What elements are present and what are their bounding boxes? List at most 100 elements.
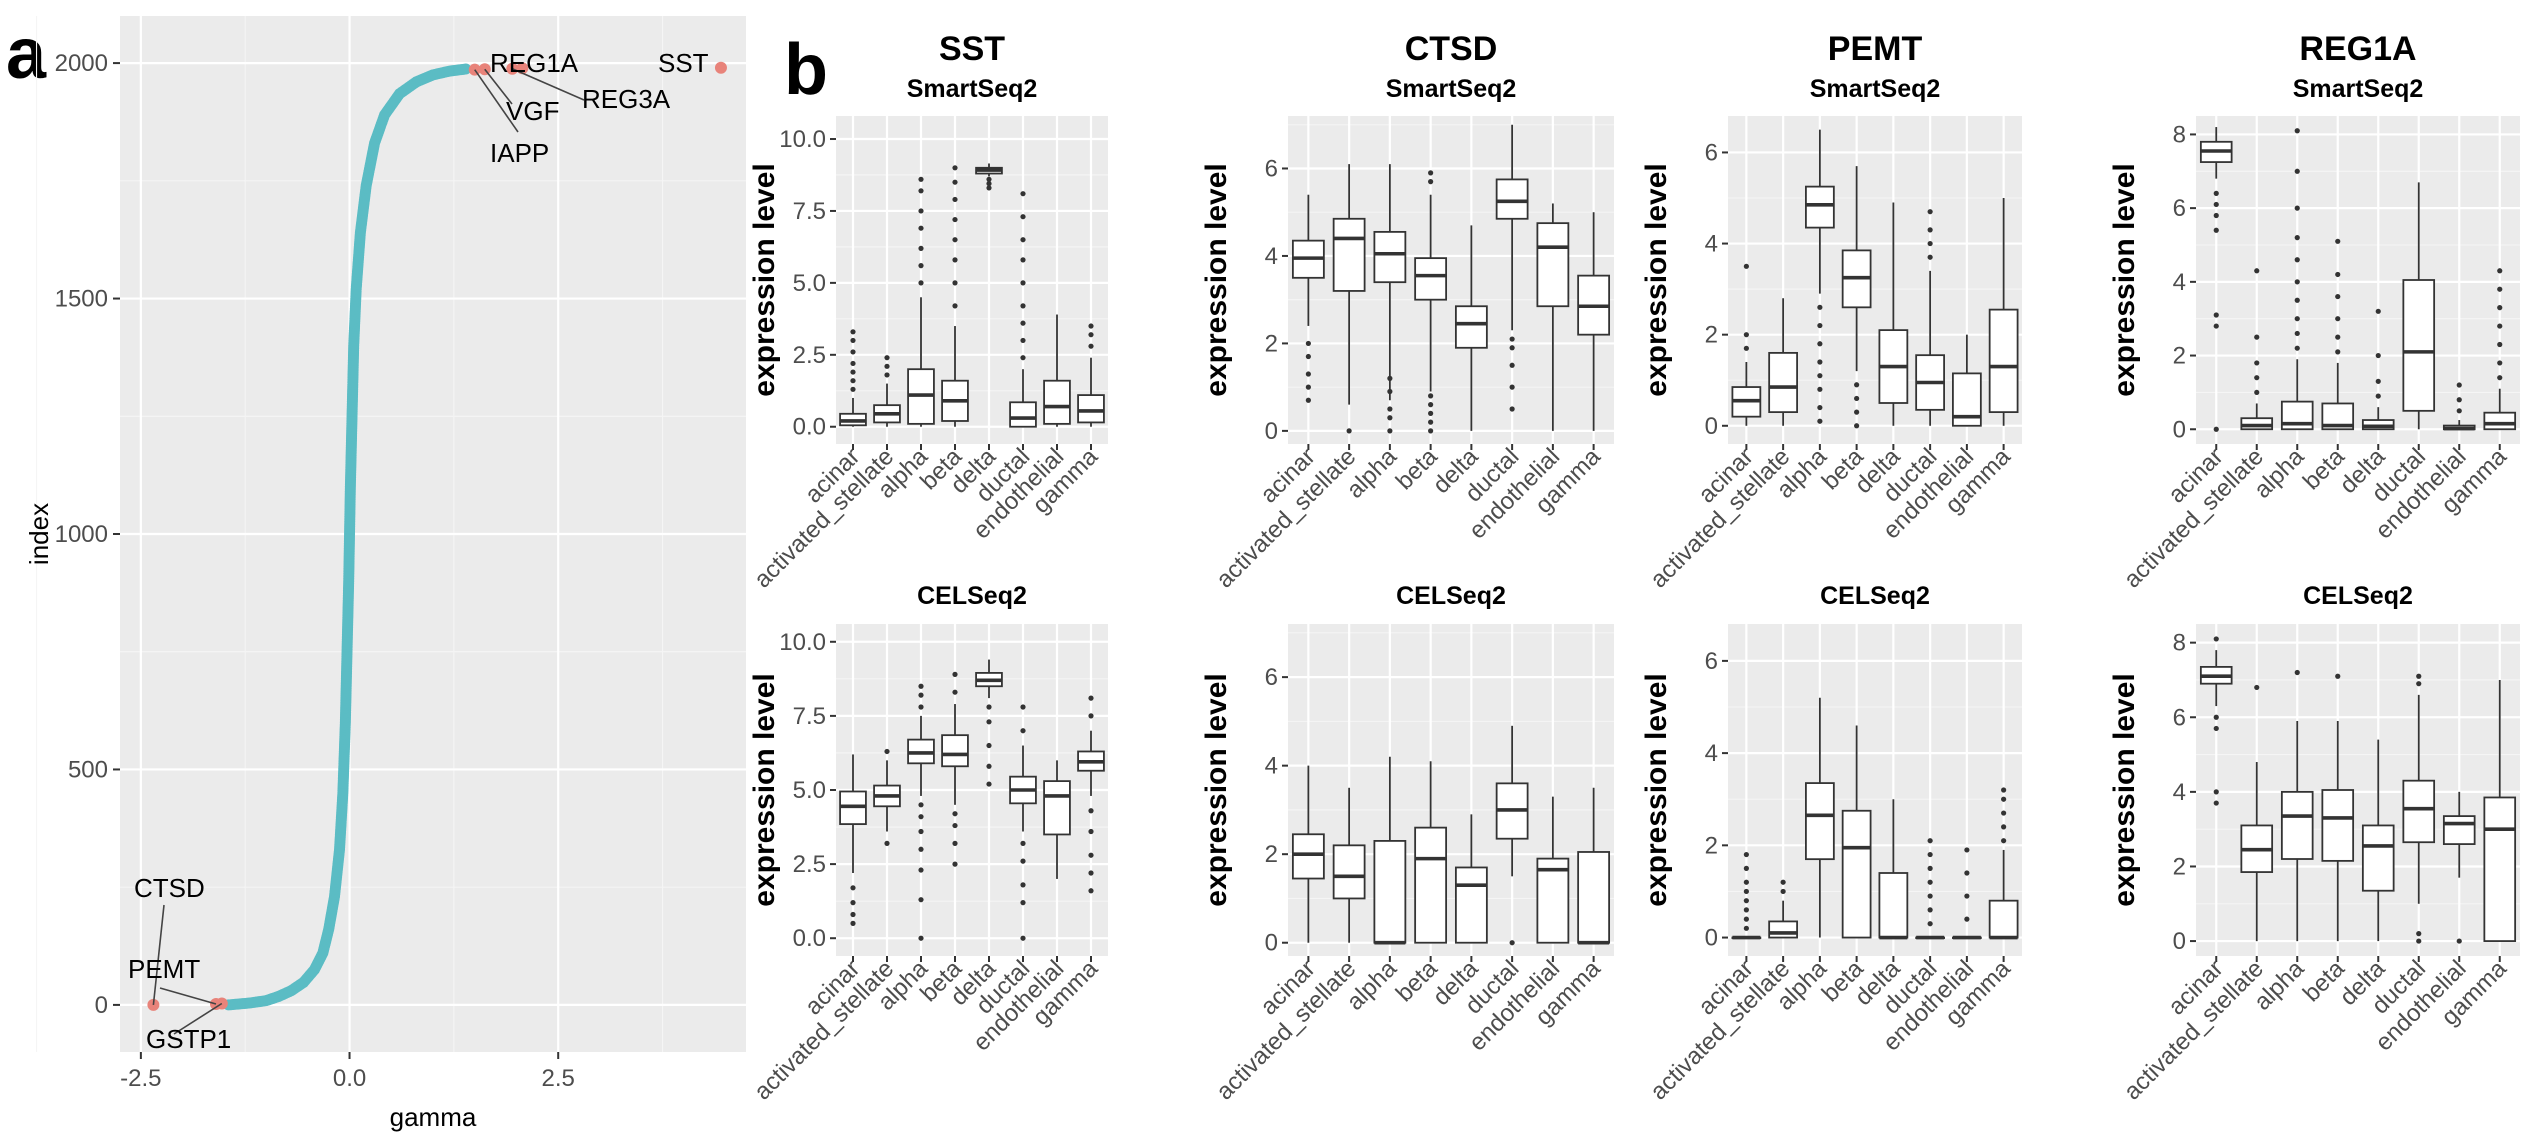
- outlier-point: [1817, 373, 1823, 379]
- y-tick-label: 0.0: [793, 925, 826, 952]
- outlier-point: [2497, 341, 2503, 348]
- box-gamma: [1577, 787, 1611, 945]
- outlier-point: [2001, 810, 2007, 816]
- outlier-point: [1020, 303, 1026, 309]
- outlier-point: [1088, 343, 1094, 349]
- outlier-point: [1088, 828, 1094, 835]
- y-tick-label: 7.5: [793, 703, 826, 730]
- box-iqr: [1536, 222, 1570, 308]
- outlier-point: [2416, 938, 2422, 944]
- outlier-point: [1020, 355, 1026, 361]
- outlier-point: [2294, 279, 2300, 285]
- box-ductal: [1915, 209, 1945, 426]
- annotation-ctsd-label: CTSD: [134, 873, 205, 903]
- box-iqr: [1414, 826, 1448, 944]
- annotation-gstp1-leader: [173, 1002, 223, 1035]
- outlier-point: [918, 704, 924, 710]
- box-endothelial: [1536, 203, 1570, 431]
- box-acinar: [1291, 194, 1325, 403]
- annotation-reg1a-label: REG1A: [490, 48, 579, 78]
- box-ductal: [1009, 191, 1037, 428]
- outlier-point: [918, 897, 924, 903]
- box-alpha: [907, 683, 935, 941]
- outlier-point: [952, 303, 958, 309]
- box-iqr: [1077, 394, 1105, 424]
- box-iqr: [1454, 305, 1488, 349]
- box-gamma: [1988, 787, 2019, 940]
- outlier-point: [2213, 312, 2219, 318]
- outlier-point: [1088, 323, 1094, 329]
- outlier-point: [850, 329, 856, 335]
- box-beta: [941, 671, 969, 867]
- annotation-reg3a-label: REG3A: [582, 84, 671, 114]
- y-tick-label: 1000: [55, 521, 108, 548]
- outlier-point: [1020, 237, 1026, 243]
- outlier-point: [884, 363, 890, 369]
- annotation-vgf-label: VGF: [506, 96, 559, 126]
- outlier-point: [952, 237, 958, 243]
- outlier-point: [2335, 334, 2341, 340]
- outlier-point: [1428, 170, 1434, 176]
- box-delta: [2361, 739, 2395, 942]
- outlier-point: [2335, 271, 2341, 278]
- outlier-point: [2335, 673, 2341, 679]
- plot-area: [1728, 624, 2022, 956]
- box-activated_stellate: [2240, 268, 2274, 431]
- outlier-point: [2456, 938, 2462, 944]
- box-iqr: [1332, 844, 1366, 900]
- y-tick-label: 2000: [55, 50, 108, 77]
- box-ductal: [1915, 838, 1945, 940]
- y-axis-title: expression level: [2108, 673, 2141, 906]
- box-acinar: [2199, 127, 2233, 432]
- y-tick-label: 6: [1265, 664, 1278, 691]
- outlier-point: [2335, 238, 2341, 244]
- boxplot-panel-ctsd-smartseq2: 0246acinaractivated_stellatealphabetadel…: [1200, 30, 1614, 593]
- box-iqr: [2442, 815, 2476, 845]
- outlier-point: [1020, 337, 1026, 344]
- protocol-title: SmartSeq2: [907, 75, 1038, 103]
- outlier-point: [1854, 423, 1860, 429]
- outlier-point: [850, 349, 856, 355]
- box-iqr: [1043, 379, 1071, 425]
- y-tick-label: 5.0: [793, 777, 826, 804]
- box-endothelial: [2442, 382, 2476, 431]
- box-endothelial: [1536, 796, 1570, 944]
- outlier-point: [918, 828, 924, 835]
- box-gamma: [1077, 323, 1105, 427]
- outlier-point: [1743, 888, 1749, 895]
- outlier-point: [2254, 375, 2260, 381]
- outlier-point: [1743, 916, 1749, 922]
- outlier-point: [1088, 713, 1094, 719]
- annotation-gstp1-label: GSTP1: [146, 1024, 231, 1054]
- outlier-point: [1927, 254, 1933, 260]
- outlier-point: [2497, 286, 2503, 292]
- y-axis-title: expression level: [748, 673, 781, 906]
- outlier-point: [2254, 334, 2260, 340]
- outlier-point: [1927, 227, 1933, 233]
- outlier-point: [850, 360, 856, 367]
- outlier-point: [2375, 378, 2381, 384]
- outlier-point: [2213, 714, 2219, 720]
- outlier-point: [1509, 406, 1515, 412]
- box-delta: [975, 163, 1003, 191]
- outlier-point: [2497, 375, 2503, 381]
- outlier-point: [1509, 336, 1515, 342]
- box-iqr: [1009, 401, 1037, 428]
- box-beta: [1414, 170, 1448, 434]
- box-alpha: [907, 176, 935, 427]
- y-tick-label: 4: [2173, 779, 2186, 806]
- y-tick-label: 1500: [55, 286, 108, 313]
- outlier-point: [1428, 402, 1434, 408]
- outlier-point: [1817, 386, 1823, 392]
- outlier-point: [986, 176, 992, 182]
- outlier-point: [2001, 787, 2007, 793]
- outlier-point: [918, 935, 924, 941]
- protocol-title: CELSeq2: [2303, 582, 2413, 610]
- outlier-point: [1927, 921, 1933, 927]
- outlier-point: [2294, 205, 2300, 211]
- outlier-point: [2213, 212, 2219, 219]
- box-iqr: [1414, 257, 1448, 301]
- outlier-point: [952, 811, 958, 817]
- protocol-title: CELSeq2: [1396, 582, 1506, 610]
- outlier-point: [1743, 907, 1749, 913]
